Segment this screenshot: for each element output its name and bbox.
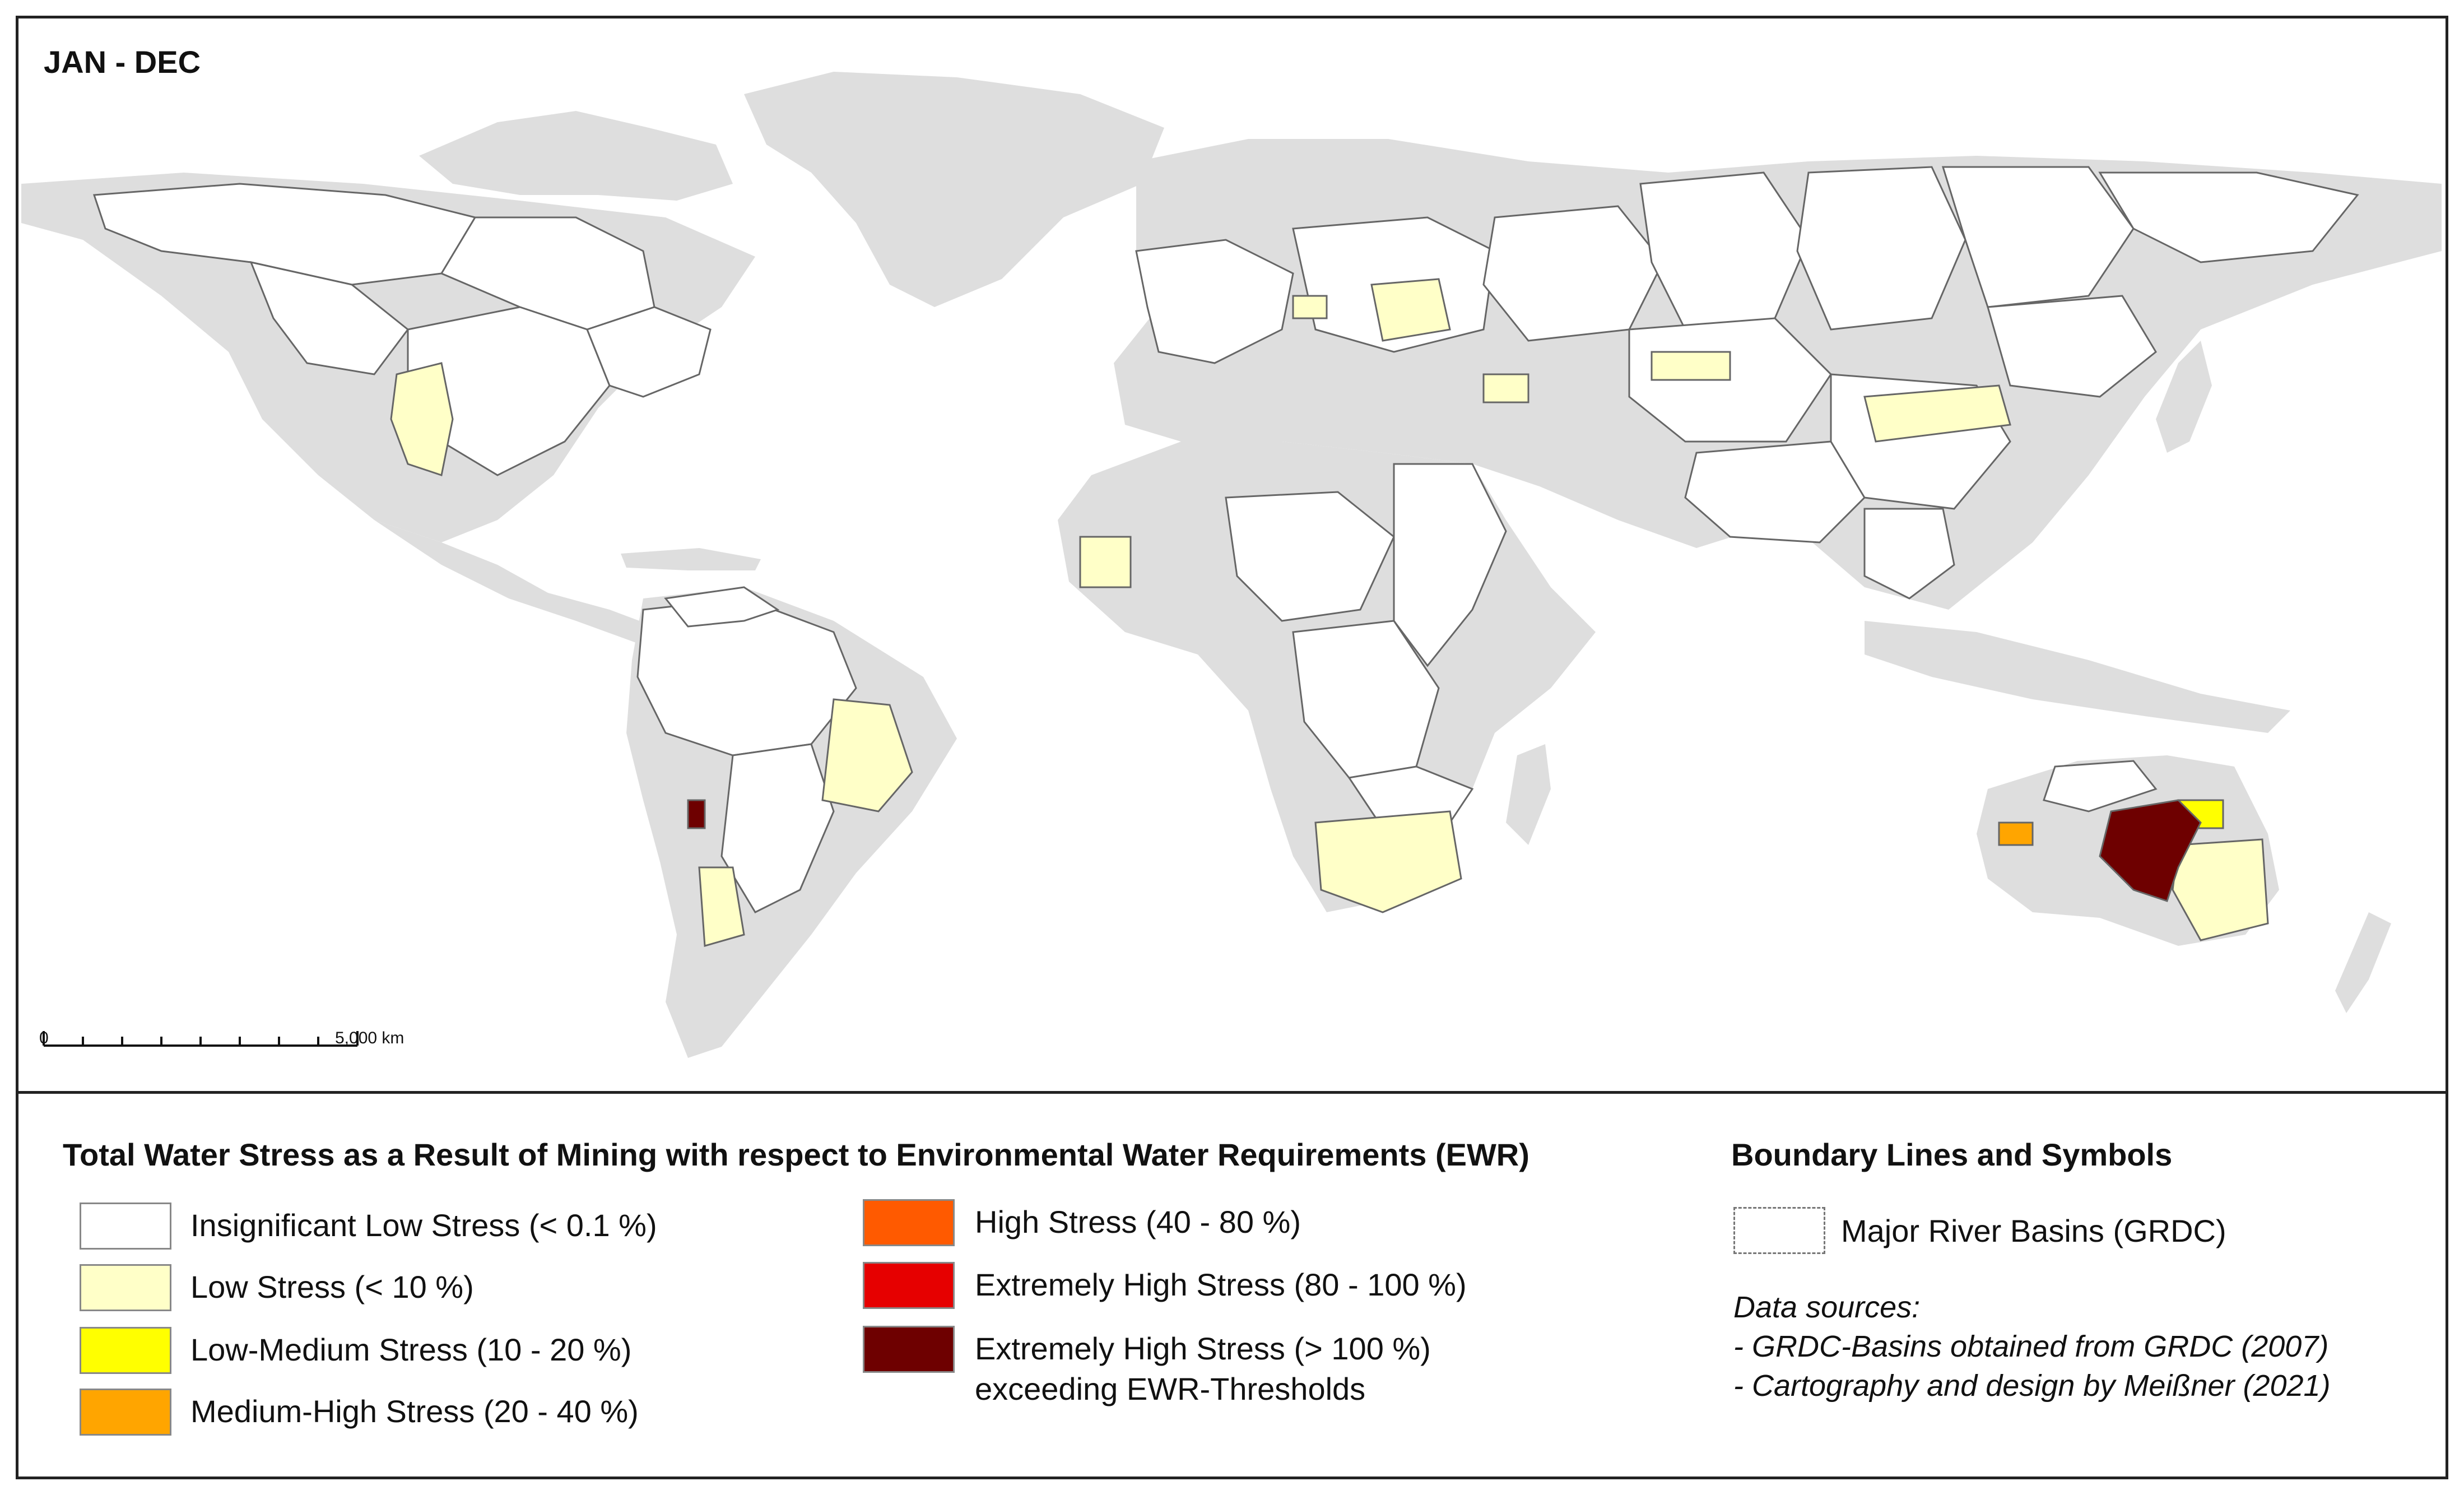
- basin-nile: [1393, 463, 1507, 667]
- legend-label-extreme-80-100: Extremely High Stress (80 - 100 %): [975, 1267, 1467, 1302]
- legend-label-medium-high: Medium-High Stress (20 - 40 %): [190, 1394, 639, 1429]
- basin-parana: [720, 743, 835, 913]
- river-basins-low-stress: [390, 278, 2269, 947]
- basin-lake-eyre-extreme: [2099, 799, 2202, 902]
- japan-landmass: [2156, 341, 2212, 453]
- map-panel: JAN - DEC 0 5,000 km: [16, 16, 2448, 1094]
- world-map: [21, 72, 2442, 1058]
- boundary-title: Boundary Lines and Symbols: [1731, 1137, 2173, 1172]
- basin-kolyma: [2098, 171, 2359, 263]
- legend-swatch-low-medium: [80, 1327, 171, 1374]
- arctic-islands: [419, 111, 733, 201]
- data-sources-heading: Data sources:: [1733, 1290, 1921, 1324]
- basin-amur: [1987, 295, 2157, 398]
- basin-se-asia: [1863, 508, 1955, 600]
- data-source-item: - GRDC-Basins obtained from GRDC (2007): [1733, 1330, 2329, 1363]
- basin-sahara-niger: [1225, 491, 1395, 622]
- basin-orinoco: [664, 586, 780, 628]
- legend-swatch-high: [863, 1199, 955, 1246]
- basin-europe-west: [1135, 239, 1294, 364]
- legend-title: Total Water Stress as a Result of Mining…: [63, 1137, 1529, 1172]
- caribbean-islands: [621, 548, 761, 570]
- grdc-basin-label: Major River Basins (GRDC): [1841, 1213, 2226, 1248]
- basin-canada-north: [92, 183, 477, 286]
- scale-bar: [43, 1031, 359, 1047]
- legend-label-insignificant: Insignificant Low Stress (< 0.1 %): [190, 1208, 657, 1243]
- greenland-landmass: [744, 72, 1164, 307]
- basin-canada-mackenzie: [249, 261, 410, 375]
- basin-caspian-low: [1651, 351, 1731, 381]
- legend-label-high: High Stress (40 - 80 %): [975, 1204, 1301, 1239]
- legend-label-low: Low Stress (< 10 %): [190, 1269, 474, 1304]
- basin-argentina-low: [698, 866, 745, 947]
- basin-st-lawrence: [586, 306, 712, 398]
- basin-yenisei: [1796, 166, 1966, 331]
- legend-swatch-insignificant: [80, 1202, 171, 1250]
- legend-swatch-extreme-80-100: [863, 1262, 955, 1309]
- scale-end-label: 5,000 km: [335, 1029, 405, 1047]
- madagascar-landmass: [1506, 744, 1551, 845]
- basin-brazil-low: [821, 698, 913, 812]
- data-source-item: - Cartography and design by Meißner (202…: [1733, 1369, 2331, 1403]
- basin-china-low: [1863, 384, 2011, 443]
- basin-europe-low-2: [1292, 295, 1328, 319]
- basin-colorado-low: [390, 362, 454, 476]
- period-label: JAN - DEC: [44, 44, 201, 80]
- basin-west-africa-low: [1079, 536, 1132, 588]
- basin-southern-africa-low: [1314, 810, 1462, 913]
- data-sources: Data sources: - GRDC-Basins obtained fro…: [1733, 1288, 2331, 1405]
- scale-start-label: 0: [39, 1029, 49, 1047]
- basin-australia-north: [2043, 760, 2158, 812]
- legend-swatch-low: [80, 1264, 171, 1311]
- southeast-asia-islands: [1865, 621, 2290, 733]
- legend-swatch-extreme-over-100: [863, 1326, 955, 1373]
- legend-swatch-medium-high: [80, 1389, 171, 1436]
- legend-label-extreme-over-100-line2: exceeding EWR-Thresholds: [975, 1371, 1366, 1406]
- central-america-landmass: [374, 520, 654, 643]
- legend-label-low-medium: Low-Medium Stress (10 - 20 %): [190, 1332, 632, 1367]
- new-zealand-landmass: [2335, 912, 2391, 1013]
- basin-turkey-low: [1482, 373, 1529, 403]
- river-basins-high-stress: [687, 799, 2224, 902]
- figure-frame: [16, 16, 2448, 1479]
- legend-label-extreme-over-100: Extremely High Stress (> 100 %): [975, 1331, 1431, 1366]
- basin-lena: [1941, 166, 2135, 308]
- grdc-basin-swatch: [1733, 1207, 1825, 1254]
- basin-pilbara-medium-high: [1998, 821, 2034, 846]
- basin-europe-low-1: [1370, 278, 1451, 342]
- basin-atacama-extreme: [687, 799, 706, 829]
